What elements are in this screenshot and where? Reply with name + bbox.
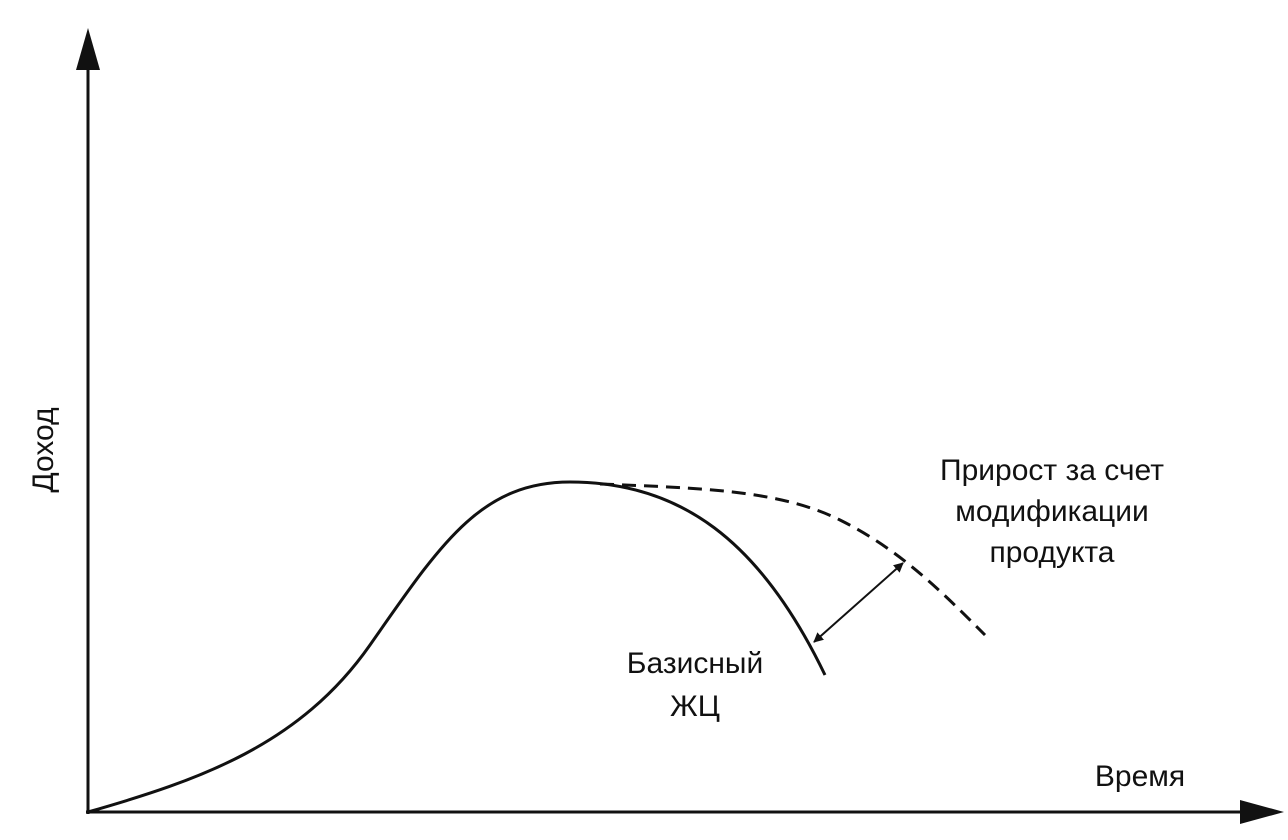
y-axis-label: Доход bbox=[27, 407, 60, 492]
annotation-line: Базисный bbox=[627, 647, 763, 680]
modified-curve bbox=[599, 482, 987, 637]
basic-curve bbox=[87, 480, 827, 814]
annotation-line: модификации bbox=[955, 495, 1149, 528]
annotation-line: Прирост за счет bbox=[940, 454, 1164, 487]
x-axis-arrow bbox=[1240, 800, 1284, 824]
x-axis-label: Время bbox=[1095, 760, 1185, 793]
gain-arrow bbox=[813, 562, 904, 643]
y-axis-arrow bbox=[76, 28, 100, 70]
annotation-line: ЖЦ bbox=[670, 690, 720, 723]
annotation-line: продукта bbox=[989, 536, 1114, 569]
